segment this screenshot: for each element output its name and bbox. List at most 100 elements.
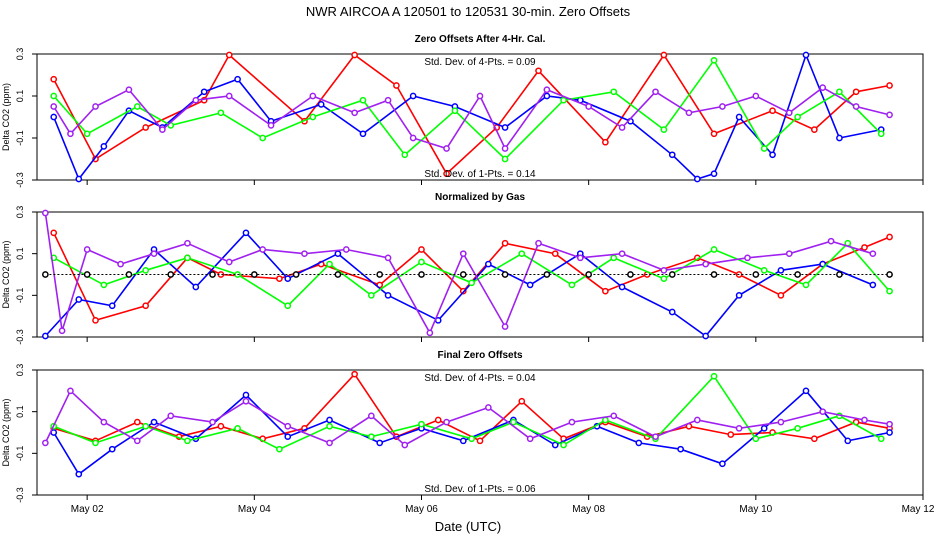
data-point-purple bbox=[443, 418, 450, 426]
data-point-black bbox=[376, 271, 384, 278]
data-point-green bbox=[794, 424, 801, 432]
y-tick-label: -0.1 bbox=[15, 130, 25, 146]
data-point-red bbox=[418, 246, 425, 253]
data-point-purple bbox=[92, 103, 99, 110]
data-point-red bbox=[710, 130, 718, 138]
data-point-blue bbox=[108, 302, 116, 310]
data-point-green bbox=[710, 246, 718, 253]
data-point-purple bbox=[576, 254, 584, 262]
data-point-purple bbox=[819, 408, 827, 416]
data-point-green bbox=[142, 422, 150, 430]
data-point-green bbox=[602, 416, 609, 424]
data-point-purple bbox=[309, 92, 317, 100]
data-point-blue bbox=[735, 113, 743, 121]
data-point-purple bbox=[476, 92, 484, 100]
data-point-black bbox=[418, 271, 425, 278]
chart-panel-1: Zero Offsets After 4-Hr. Cal. -0.3 -0.1 0.1… bbox=[1, 34, 924, 188]
data-point-purple bbox=[58, 327, 66, 335]
data-point-red bbox=[142, 124, 150, 131]
data-point-red bbox=[351, 370, 358, 378]
data-point-blue bbox=[334, 250, 342, 258]
data-point-purple bbox=[852, 103, 860, 110]
data-point-blue bbox=[869, 281, 877, 289]
x-tick-label: May 06 bbox=[405, 504, 438, 515]
data-point-purple bbox=[159, 126, 166, 133]
data-point-blue bbox=[42, 332, 49, 340]
data-point-purple bbox=[501, 323, 509, 330]
data-point-blue bbox=[384, 291, 392, 299]
data-point-blue bbox=[819, 260, 827, 268]
data-point-purple bbox=[117, 260, 124, 268]
data-point-purple bbox=[401, 441, 409, 449]
data-point-purple bbox=[184, 239, 191, 247]
data-point-blue bbox=[618, 283, 626, 291]
data-point-green bbox=[92, 439, 99, 447]
data-point-red bbox=[50, 229, 58, 237]
data-point-purple bbox=[785, 109, 793, 117]
data-point-purple bbox=[568, 418, 576, 426]
data-point-black bbox=[668, 271, 676, 278]
data-point-black bbox=[794, 271, 801, 278]
data-point-green bbox=[660, 275, 668, 283]
data-point-red bbox=[727, 431, 735, 438]
data-point-blue bbox=[635, 439, 643, 447]
data-point-green bbox=[710, 56, 718, 64]
y-tick-label: 0.1 bbox=[15, 247, 25, 260]
data-point-black bbox=[886, 271, 893, 278]
stat-1pts: Std. Dev. of 1-Pts. = 0.14 bbox=[424, 169, 536, 180]
data-point-green bbox=[794, 113, 801, 121]
data-point-purple bbox=[459, 250, 467, 258]
data-point-blue bbox=[75, 296, 83, 303]
data-point-red bbox=[518, 397, 526, 405]
data-point-red bbox=[886, 82, 893, 89]
data-point-green bbox=[877, 130, 885, 138]
data-point-blue bbox=[719, 460, 726, 468]
data-point-green bbox=[836, 88, 843, 96]
data-point-purple bbox=[652, 88, 659, 96]
data-point-green bbox=[217, 109, 225, 117]
data-point-purple bbox=[225, 92, 233, 100]
data-point-red bbox=[852, 88, 860, 96]
data-point-purple bbox=[367, 412, 375, 420]
data-point-blue bbox=[802, 51, 810, 59]
plot-frame bbox=[36, 53, 924, 181]
data-point-green bbox=[418, 258, 425, 266]
data-point-purple bbox=[42, 209, 49, 217]
x-tick-label: May 04 bbox=[238, 504, 271, 515]
data-point-blue bbox=[75, 470, 83, 478]
data-point-blue bbox=[760, 424, 768, 432]
y-axis-label: Delta CO2 (ppm) bbox=[1, 83, 11, 151]
plot-frame bbox=[36, 211, 924, 338]
data-point-purple bbox=[384, 96, 392, 104]
data-point-purple bbox=[301, 250, 308, 258]
data-point-purple bbox=[150, 250, 158, 258]
data-point-blue bbox=[284, 275, 292, 283]
data-point-blue bbox=[501, 124, 509, 131]
y-tick-label: 0.1 bbox=[15, 90, 25, 103]
data-point-purple bbox=[83, 246, 91, 253]
data-point-red bbox=[602, 287, 609, 295]
data-point-black bbox=[501, 271, 509, 278]
data-point-red bbox=[602, 138, 609, 146]
data-point-purple bbox=[819, 84, 827, 91]
data-point-purple bbox=[777, 418, 785, 426]
data-point-blue bbox=[710, 170, 718, 178]
data-point-red bbox=[133, 418, 141, 426]
data-point-purple bbox=[535, 239, 542, 247]
data-point-black bbox=[292, 271, 300, 278]
data-point-purple bbox=[259, 246, 267, 253]
y-tick-label: 0.1 bbox=[15, 405, 25, 418]
data-point-red bbox=[476, 437, 484, 445]
data-point-purple bbox=[342, 246, 350, 253]
data-point-black bbox=[752, 271, 760, 278]
data-point-purple bbox=[409, 134, 417, 142]
data-point-blue bbox=[284, 433, 292, 441]
data-point-blue bbox=[242, 391, 250, 399]
series-line-blue bbox=[52, 52, 882, 181]
data-point-blue bbox=[777, 266, 785, 274]
data-point-green bbox=[610, 88, 618, 96]
data-point-green bbox=[468, 279, 475, 287]
data-point-black bbox=[250, 271, 258, 278]
data-point-blue bbox=[317, 101, 325, 108]
data-point-blue bbox=[886, 429, 893, 436]
